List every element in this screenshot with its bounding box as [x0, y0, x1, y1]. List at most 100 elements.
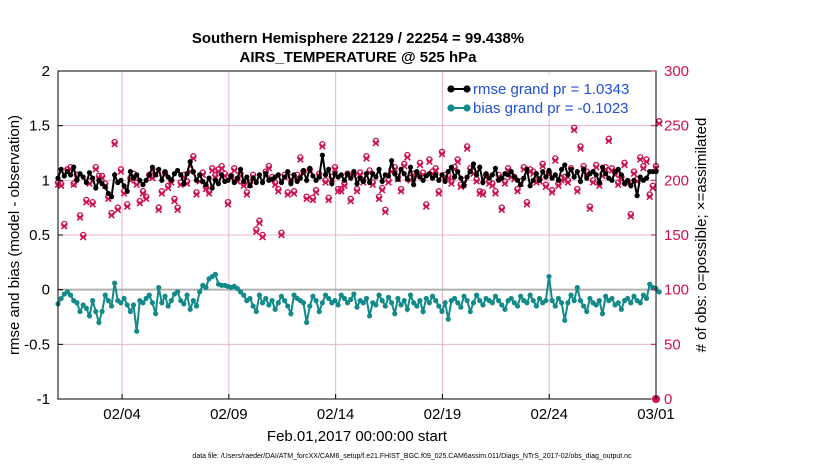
bias-point [417, 298, 423, 304]
obs-assimilated-point [577, 145, 584, 152]
rmse-point [58, 166, 64, 172]
bias-point [395, 295, 401, 302]
legend-bias-marker-left [447, 104, 455, 112]
rmse-point [338, 172, 344, 178]
obs-assimilated-point [488, 182, 496, 190]
rmse-point [165, 174, 171, 180]
bias-point [533, 303, 540, 309]
obs-assimilated-point [89, 201, 96, 208]
bias-point [458, 304, 464, 310]
x-tick-label: 02/14 [317, 406, 355, 423]
bias-point [102, 292, 108, 298]
bias-point [282, 298, 288, 304]
chart-title-line2: AIRS_TEMPERATURE @ 525 hPa [240, 49, 478, 66]
bias-series [55, 271, 662, 334]
bias-point [527, 292, 533, 298]
rmse-point [363, 171, 370, 177]
bias-point [332, 298, 338, 304]
right-axis-label: # of obs: o=possible; ×=assimilated [693, 118, 710, 353]
obs-assimilated-point [539, 162, 547, 170]
bias-point [637, 300, 643, 306]
obs-assimilated-point [375, 195, 383, 203]
right-tick-label: 200 [664, 172, 689, 189]
rmse-point [288, 181, 294, 187]
rmse-point [467, 168, 473, 175]
bias-point [266, 302, 272, 308]
obs-assimilated-point [158, 190, 166, 197]
obs-assimilated-point [646, 193, 654, 201]
rmse-point [313, 177, 319, 183]
obs-assimilated-point [589, 179, 597, 186]
x-tick-label: 03/01 [637, 406, 675, 423]
bias-point [99, 308, 105, 315]
obs-assimilated-point [259, 233, 266, 241]
obs-assimilated-point [501, 180, 509, 187]
rmse-point [175, 167, 181, 174]
obs-assimilated-point [296, 156, 304, 163]
rmse-point [499, 175, 505, 181]
obs-assimilated-point [142, 195, 150, 203]
rmse-point [555, 177, 562, 183]
bias-point [439, 308, 445, 315]
rmse-point [536, 177, 543, 183]
data-file-footer: data file: /Users/raeder/DAI/ATM_forcXX/… [192, 453, 632, 460]
right-tick-label: 100 [664, 282, 689, 299]
rmse-point [429, 175, 436, 181]
rmse-point [480, 179, 486, 186]
obs-assimilated-point [479, 191, 487, 198]
bias-point [269, 298, 275, 304]
rmse-point [215, 181, 222, 187]
rmse-point [149, 164, 156, 170]
rmse-point [244, 174, 250, 180]
rmse-point [370, 171, 376, 177]
bias-point [140, 300, 146, 306]
bias-point [83, 305, 89, 311]
obs-assimilated-point [643, 158, 650, 166]
bias-point [536, 295, 543, 302]
obs-assimilated-point [548, 188, 556, 196]
x-tick-label: 02/24 [530, 406, 568, 423]
bias-point [64, 289, 71, 295]
x-axis-ticks: 02/04 02/09 02/14 02/19 02/24 03/01 [103, 394, 675, 423]
obs-assimilated-point [70, 181, 78, 189]
rmse-point [152, 172, 159, 178]
bias-point [518, 293, 524, 299]
bias-point [338, 292, 344, 298]
obs-assimilated-point [621, 161, 628, 169]
rmse-point [631, 177, 637, 183]
left-tick-label: 1 [42, 172, 50, 189]
rmse-point [511, 174, 517, 180]
rmse-point [80, 174, 86, 180]
obs-assimilated-point [208, 167, 216, 174]
bias-point [90, 298, 96, 304]
bias-point [461, 293, 467, 299]
x-tick-label: 02/09 [210, 406, 248, 423]
bias-point [524, 300, 530, 306]
left-tick-label: 1.5 [29, 118, 50, 135]
rmse-point [203, 182, 209, 188]
bias-point [647, 281, 653, 287]
rmse-point [461, 183, 467, 189]
rmse-point [344, 171, 351, 177]
bias-point [489, 300, 495, 306]
bias-point [118, 300, 124, 306]
bias-point [130, 302, 137, 308]
obs-assimilated-point [347, 197, 355, 205]
bias-point [433, 298, 439, 304]
obs-possible-point [70, 180, 77, 187]
bias-point [398, 302, 404, 308]
rmse-point [489, 172, 495, 178]
obs-assimilated-point [426, 158, 433, 166]
rmse-point [492, 165, 499, 171]
rmse-point [90, 175, 96, 181]
bias-point [112, 280, 118, 286]
rmse-point [558, 166, 565, 172]
bias-point [124, 302, 130, 308]
rmse-point [307, 165, 313, 171]
bias-point [322, 292, 329, 298]
rmse-point [609, 177, 615, 183]
x-tick-label: 02/04 [103, 406, 141, 423]
obs-assimilated-point [155, 206, 163, 214]
bias-point [549, 298, 555, 304]
